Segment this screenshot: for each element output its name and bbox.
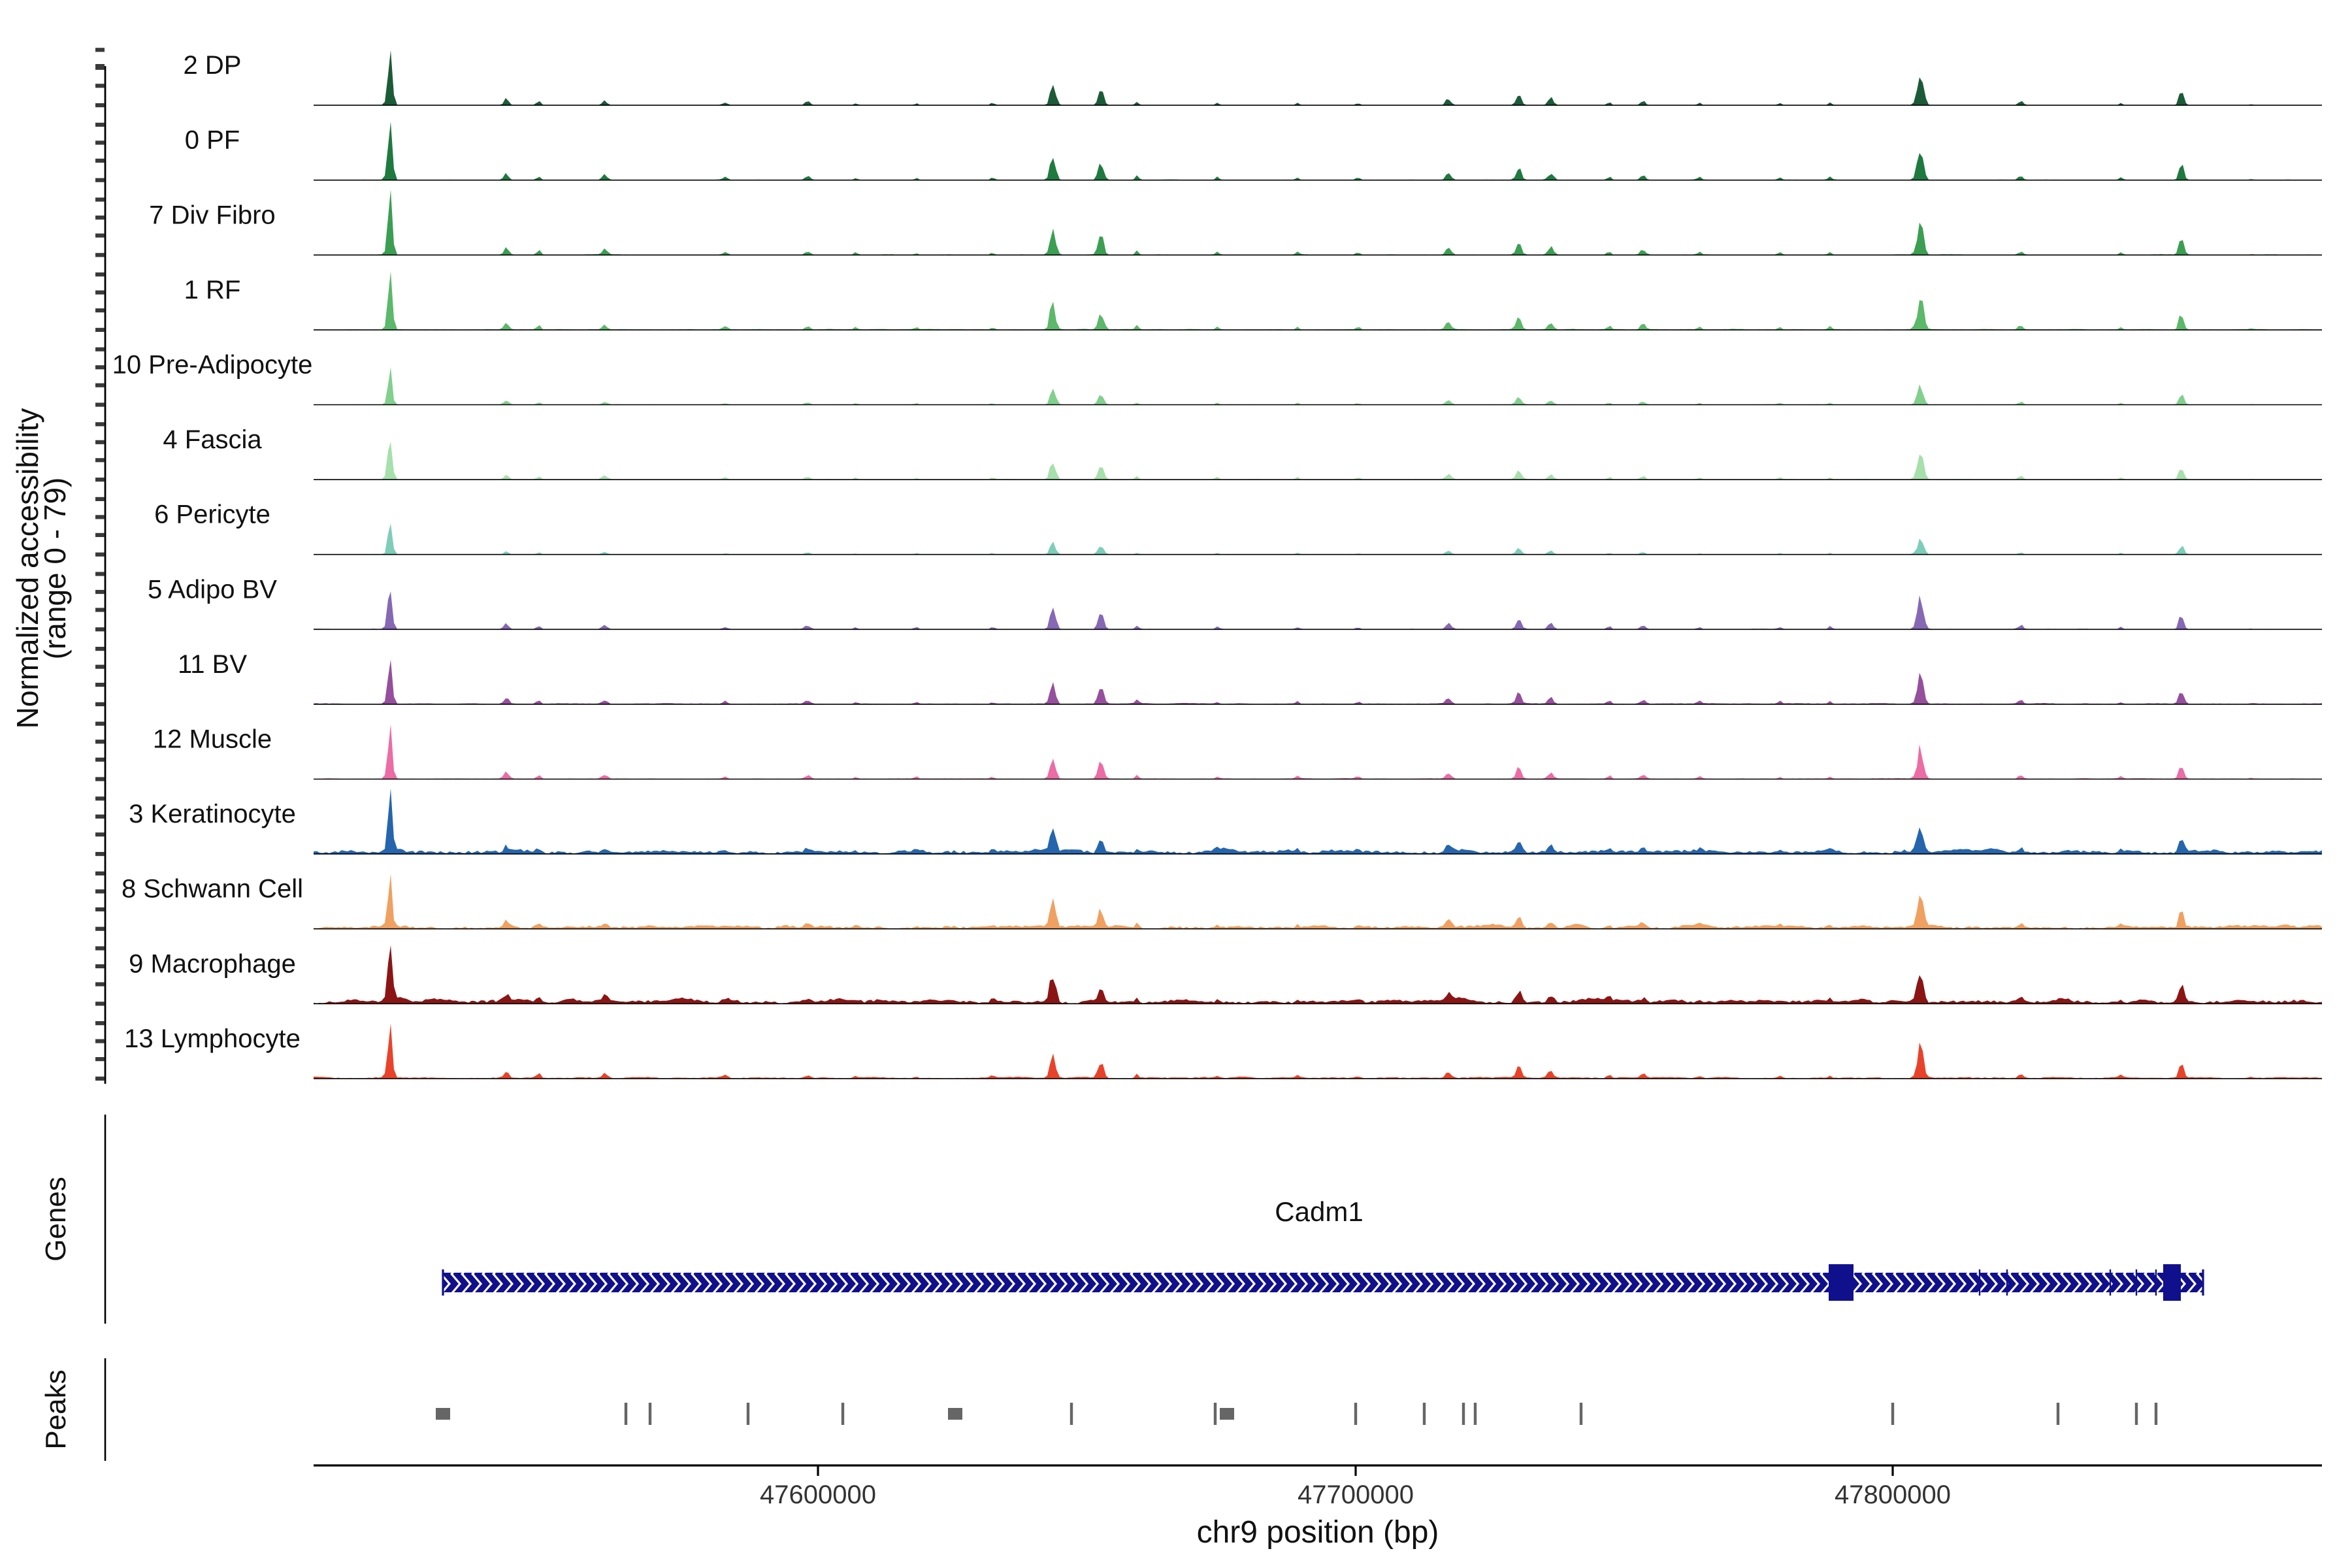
svg-text:chr9 position (bp): chr9 position (bp) [1197, 1515, 1439, 1550]
svg-text:47700000: 47700000 [1298, 1480, 1414, 1509]
svg-text:12 Muscle: 12 Muscle [153, 725, 272, 754]
svg-text:6 Pericyte: 6 Pericyte [154, 500, 270, 529]
svg-text:3 Keratinocyte: 3 Keratinocyte [129, 800, 296, 828]
svg-text:1 RF: 1 RF [184, 276, 241, 304]
svg-text:10 Pre-Adipocyte: 10 Pre-Adipocyte [112, 351, 313, 380]
svg-text:(range 0 - 79): (range 0 - 79) [38, 478, 72, 660]
svg-text:4 Fascia: 4 Fascia [163, 425, 262, 454]
svg-text:2 DP: 2 DP [184, 51, 242, 80]
svg-text:8 Schwann Cell: 8 Schwann Cell [122, 875, 303, 904]
svg-text:5 Adipo BV: 5 Adipo BV [148, 575, 277, 604]
svg-text:7 Div Fibro: 7 Div Fibro [149, 201, 275, 229]
svg-text:Cadm1: Cadm1 [1275, 1196, 1363, 1227]
svg-text:11 BV: 11 BV [178, 650, 247, 679]
svg-text:0 PF: 0 PF [185, 126, 240, 155]
svg-text:Genes: Genes [40, 1177, 72, 1262]
svg-text:13 Lymphocyte: 13 Lymphocyte [124, 1024, 301, 1053]
svg-text:Peaks: Peaks [40, 1369, 72, 1449]
svg-text:9 Macrophage: 9 Macrophage [129, 949, 296, 978]
svg-text:47600000: 47600000 [760, 1480, 876, 1509]
svg-text:47800000: 47800000 [1835, 1480, 1951, 1509]
